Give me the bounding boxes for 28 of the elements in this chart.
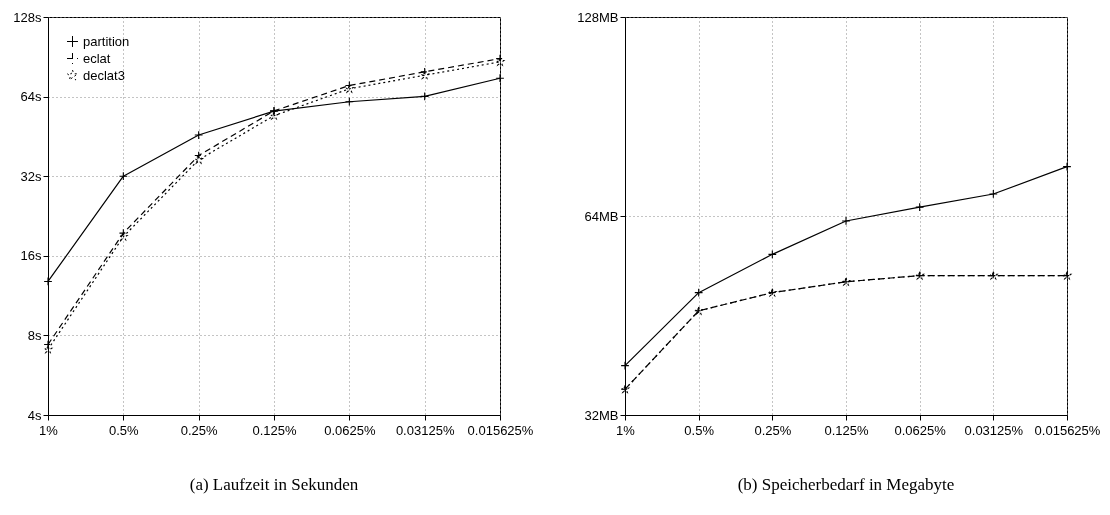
y-tick-label: 128s: [13, 9, 42, 25]
y-tick-label: 8s: [27, 327, 42, 343]
x-tick-label: 0.03125%: [964, 422, 1024, 438]
text: (a) Laufzeit in Sekunden: [189, 475, 359, 494]
x-tick-label: 0.125%: [252, 422, 297, 438]
y-tick-label: 128MB: [577, 9, 619, 25]
legend-label: declat3: [83, 67, 125, 83]
x-tick-label: 0.0625%: [894, 422, 947, 438]
x-tick-label: 0.015625%: [467, 422, 534, 438]
legend-label: eclat: [83, 50, 111, 66]
y-tick-label: 64s: [20, 89, 42, 105]
text: (b) Speicherbedarf in Megabyte: [737, 475, 955, 494]
x-tick-label: 0.25%: [180, 422, 219, 438]
x-tick-label: 0.25%: [754, 422, 792, 438]
x-tick-label: 0.015625%: [1034, 422, 1101, 438]
x-tick-label: 1%: [616, 422, 636, 438]
y-tick-label: 64MB: [584, 208, 619, 224]
x-tick-label: 0.5%: [109, 422, 140, 438]
legend-label: partition: [83, 33, 130, 49]
y-tick-label: 16s: [20, 248, 42, 264]
x-tick-label: 0.125%: [824, 422, 869, 438]
x-tick-label: 0.5%: [684, 422, 715, 438]
y-tick-label: 32s: [20, 168, 42, 184]
x-tick-label: 0.03125%: [395, 422, 455, 438]
x-tick-label: 1%: [39, 422, 59, 438]
y-tick-label: 4s: [27, 407, 42, 423]
x-tick-label: 0.0625%: [324, 422, 376, 438]
y-tick-label: 32MB: [584, 407, 619, 423]
